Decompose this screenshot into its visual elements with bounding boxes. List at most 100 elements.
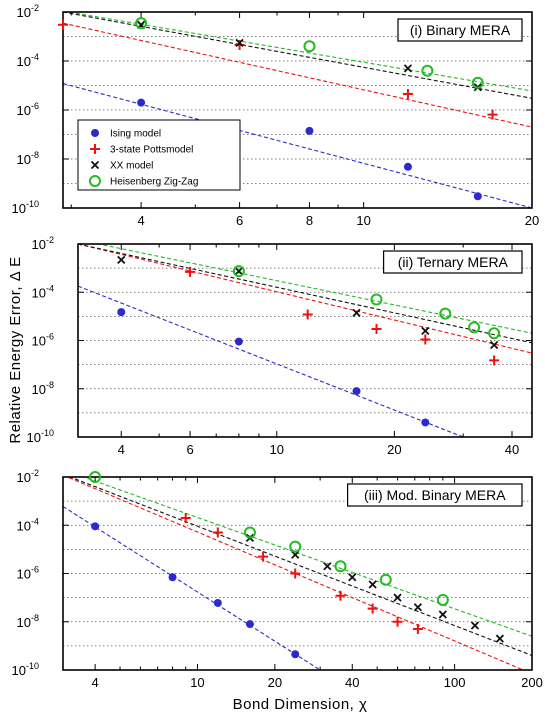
data-point [489, 355, 500, 366]
series-heisenberg-zig-zag [232, 265, 501, 340]
series-xx-model [117, 255, 499, 350]
series-heisenberg-zig-zag [135, 17, 484, 89]
panel-title: (i) Binary MERA [410, 22, 511, 38]
y-tick-label: 10-10 [12, 661, 39, 678]
data-point [348, 573, 357, 582]
data-point [488, 327, 501, 340]
series-3-state-pottsmodel [185, 266, 500, 366]
y-tick-label: 10-6 [32, 332, 54, 349]
data-point [58, 19, 68, 30]
series-heisenberg-zig-zag [89, 471, 449, 606]
series-xx-model [245, 533, 505, 643]
y-tick-label: 10-8 [32, 380, 54, 397]
y-tick-label: 10-4 [32, 283, 54, 300]
data-point [235, 38, 244, 47]
legend-marker-3-state-pottsmodel [90, 144, 100, 154]
series-ising-model [91, 522, 300, 659]
legend: Ising model 3-state Pottsmodel XX model Hei… [77, 119, 241, 191]
panel-title: (ii) Ternary MERA [398, 254, 509, 270]
data-point [89, 471, 102, 483]
legend-label: Heisenberg Zig-Zag [110, 177, 198, 188]
data-point [117, 255, 126, 265]
data-point [245, 620, 254, 629]
data-point [352, 308, 361, 317]
series-ising-model [117, 308, 430, 427]
data-point [258, 551, 269, 562]
figure-y-axis-label: Relative Energy Error, Δ E [7, 256, 24, 443]
y-tick-label: 10-8 [17, 613, 39, 630]
data-point [403, 162, 412, 171]
panel-1: 4 6 8 10 20 10-10 10-8 10-6 10-4 10-2 (i) Binary M… [12, 3, 540, 228]
data-point [403, 64, 413, 73]
y-tick-label: 10-4 [17, 516, 39, 533]
data-point [421, 418, 430, 427]
x-tick-label: 40 [505, 442, 519, 457]
x-axis: 4 6 10 20 40 [118, 244, 519, 457]
y-tick-label: 10-6 [17, 565, 39, 582]
fit-line-xx-model [68, 477, 532, 656]
data-point [495, 634, 505, 643]
y-tick-label: 10-10 [12, 199, 39, 216]
data-point [368, 580, 377, 589]
data-point [370, 293, 383, 306]
data-point [421, 64, 434, 77]
data-point [212, 527, 223, 538]
fit-line-3-state-pottsmodel [63, 22, 532, 128]
x-tick-label: 10 [270, 442, 284, 457]
fit-line-xx-model [63, 12, 532, 99]
data-point [379, 573, 392, 586]
data-point [291, 650, 300, 659]
data-point [468, 321, 481, 334]
panel-title: (iii) Mod. Binary MERA [364, 487, 506, 503]
panel-title-box [383, 250, 523, 274]
y-tick-label: 10-2 [17, 468, 39, 485]
panel-3: 4 10 20 40 100 200 10-10 10-8 10-6 10-4 10-2 (iii) … [12, 468, 543, 690]
y-axis: 10-10 10-8 10-6 10-4 10-2 [27, 235, 532, 445]
data-point [243, 526, 256, 539]
fit-line-ising-model [63, 506, 321, 670]
data-point [420, 334, 431, 345]
data-point [180, 512, 191, 523]
data-point [135, 17, 148, 30]
y-tick-label: 10-4 [17, 52, 39, 69]
legend-marker-heisenberg-zig-zag [89, 175, 101, 187]
data-point [487, 109, 498, 120]
y-axis: 10-10 10-8 10-6 10-4 10-2 [12, 468, 532, 678]
legend-box [77, 119, 241, 191]
data-point [393, 593, 402, 602]
data-point [303, 40, 316, 53]
legend-marker-xx-model [90, 160, 100, 170]
panel-2: 4 6 10 20 40 10-10 10-8 10-6 10-4 10-2 (ii) Ternar… [27, 235, 533, 457]
y-tick-label: 10-10 [27, 428, 54, 445]
data-point [470, 621, 480, 630]
data-point [473, 192, 482, 201]
data-point [334, 560, 347, 573]
data-point [323, 562, 332, 571]
x-tick-label: 10 [190, 675, 204, 690]
x-axis: 4 6 8 10 20 [70, 12, 539, 228]
data-point [352, 387, 361, 396]
x-tick-label: 200 [521, 675, 543, 690]
fit-line-heisenberg-zig-zag [95, 244, 532, 334]
panels: 4 6 8 10 20 10-10 10-8 10-6 10-4 10-2 (i) Binary M… [12, 3, 543, 690]
series-3-state-pottsmodel [180, 512, 423, 635]
x-tick-label: 20 [525, 213, 539, 228]
data-point [412, 624, 423, 635]
data-point [302, 309, 313, 320]
data-point [232, 265, 245, 278]
data-point [289, 540, 302, 553]
data-point [489, 340, 499, 350]
data-point [185, 266, 196, 277]
data-point [392, 616, 403, 627]
y-tick-label: 10-2 [32, 235, 54, 252]
x-tick-label: 4 [92, 675, 99, 690]
data-point [402, 88, 413, 99]
data-point [234, 267, 244, 276]
x-tick-label: 6 [236, 213, 243, 228]
x-tick-label: 10 [356, 213, 370, 228]
x-tick-label: 100 [444, 675, 466, 690]
x-tick-label: 6 [186, 442, 193, 457]
data-point [436, 593, 449, 606]
data-point [471, 76, 484, 89]
